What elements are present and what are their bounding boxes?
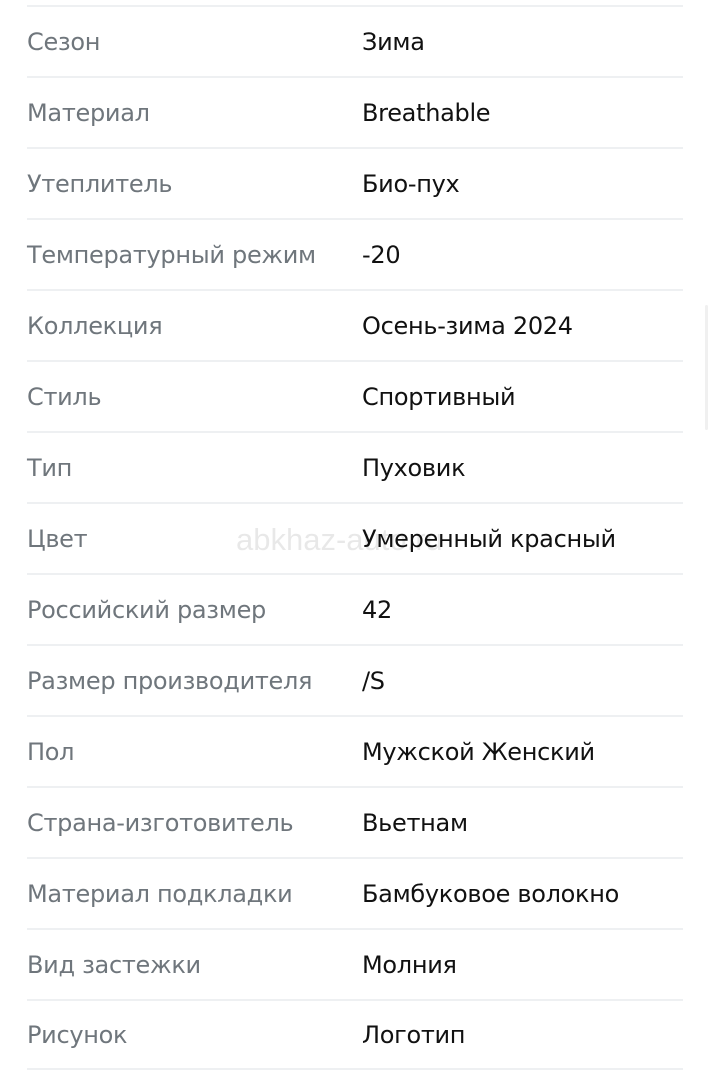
spec-row: Вид застежки Молния	[27, 928, 683, 999]
spec-value: -20	[362, 240, 401, 269]
spec-value: Зима	[362, 27, 425, 56]
spec-row: Коллекция Осень-зима 2024	[27, 289, 683, 360]
spec-row: Размер производителя/S	[27, 644, 683, 715]
scrollbar[interactable]	[705, 305, 708, 430]
spec-value: Мужской Женский	[362, 737, 595, 766]
spec-row: Пол Мужской Женский	[27, 715, 683, 786]
spec-value: Бамбуковое волокно	[362, 879, 620, 908]
spec-label: Пол	[27, 737, 75, 766]
spec-row: Сезон Зима	[27, 5, 683, 76]
spec-row: Рисунок Логотип	[27, 999, 683, 1070]
spec-value: 42	[362, 595, 392, 624]
spec-label: Страна-изготовитель	[27, 808, 294, 837]
spec-row: Материал Breathable	[27, 76, 683, 147]
spec-value: Breathable	[362, 98, 491, 127]
spec-row: Утеплитель Био-пух	[27, 147, 683, 218]
spec-value: Молния	[362, 950, 457, 979]
spec-label: Цвет	[27, 524, 88, 553]
spec-label: Температурный режим	[27, 240, 316, 269]
spec-row: Тип Пуховик	[27, 431, 683, 502]
spec-value: Умеренный красный	[362, 524, 616, 553]
spec-value: Логотип	[362, 1020, 466, 1049]
spec-label: Коллекция	[27, 311, 163, 340]
spec-label: Сезон	[27, 27, 101, 56]
spec-label: Размер производителя	[27, 666, 313, 695]
spec-label: Тип	[27, 453, 73, 482]
spec-value: /S	[362, 666, 385, 695]
spec-value: Вьетнам	[362, 808, 468, 837]
spec-label: Материал подкладки	[27, 879, 293, 908]
spec-value: Пуховик	[362, 453, 466, 482]
spec-label: Вид застежки	[27, 950, 201, 979]
spec-label: Российский размер	[27, 595, 266, 624]
spec-row: Цвет Умеренный красный	[27, 502, 683, 573]
spec-label: Утеплитель	[27, 169, 173, 198]
spec-value: Осень-зима 2024	[362, 311, 573, 340]
spec-label: Стиль	[27, 382, 102, 411]
spec-label: Рисунок	[27, 1020, 128, 1049]
spec-row: Температурный режим -20	[27, 218, 683, 289]
spec-row: Российский размер 42	[27, 573, 683, 644]
spec-row: Стиль Спортивный	[27, 360, 683, 431]
spec-value: Био-пух	[362, 169, 460, 198]
spec-label: Материал	[27, 98, 150, 127]
specifications-table: Сезон Зима Материал Breathable Утеплитель Био…	[27, 5, 683, 1070]
spec-row: Страна-изготовитель Вьетнам	[27, 786, 683, 857]
spec-row: Материал подкладки Бамбуковое волокно	[27, 857, 683, 928]
spec-value: Спортивный	[362, 382, 516, 411]
